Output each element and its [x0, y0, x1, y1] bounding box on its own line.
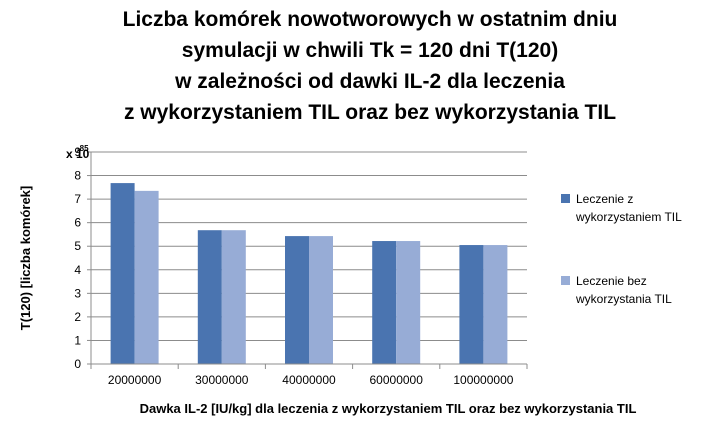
- y-tick-label: 2: [74, 310, 81, 324]
- bar: [396, 241, 421, 364]
- legend-label-line: wykorzystaniem TIL: [575, 210, 682, 224]
- bar: [134, 190, 159, 364]
- bar: [483, 245, 508, 364]
- x-tick-label: 100000000: [453, 373, 513, 387]
- x-tick-label: 40000000: [282, 373, 336, 387]
- y-tick-label: 3: [74, 286, 81, 300]
- y-multiplier-base: x 10: [66, 147, 90, 161]
- bar: [285, 236, 309, 364]
- x-tick-label: 30000000: [195, 373, 249, 387]
- bar: [372, 241, 397, 364]
- bar: [110, 183, 135, 364]
- y-tick-label: 5: [74, 239, 81, 253]
- x-axis-title: Dawka IL-2 [IU/kg] dla leczenia z wykorz…: [140, 401, 637, 416]
- y-tick-label: 8: [74, 169, 81, 183]
- legend-label-line: Leczenie z: [576, 192, 633, 206]
- legend-label: Leczenie z wykorzystaniem TIL: [575, 192, 682, 224]
- y-tick-label: 0: [74, 357, 81, 371]
- legend-swatch: [561, 276, 570, 285]
- chart-title-line: Liczba komórek nowotworowych w ostatnim …: [122, 8, 618, 31]
- y-tick-label: 1: [74, 333, 81, 347]
- y-tick-label: 7: [74, 192, 81, 206]
- y-axis-title: T(120) [liczba komórek]: [18, 186, 33, 331]
- bar: [221, 230, 246, 364]
- y-multiplier-exponent: -85: [77, 144, 89, 153]
- chart-title-line: w zależności od dawki IL-2 dla leczenia: [175, 70, 565, 93]
- y-tick-label: 4: [74, 263, 81, 277]
- chart-title: Liczba komórek nowotworowych w ostatnim …: [80, 4, 660, 128]
- bar: [197, 230, 222, 364]
- chart-title-line: z wykorzystaniem TIL oraz bez wykorzysta…: [123, 101, 617, 124]
- x-tick-label: 60000000: [370, 373, 424, 387]
- bars: [110, 183, 508, 364]
- y-tick-label: 6: [74, 216, 81, 230]
- x-tick-label: 20000000: [108, 373, 162, 387]
- bar: [309, 236, 333, 364]
- axes: [87, 151, 528, 369]
- legend-label: Leczenie bez wykorzystania TIL: [575, 274, 672, 306]
- y-tick-label: 9: [74, 145, 81, 159]
- tick-labels: 0 1 2 3 4 5 6 7 8 9 20000000 30000000 40000000 600000…: [74, 145, 513, 387]
- legend-swatch: [561, 194, 570, 203]
- legend-label-line: wykorzystania TIL: [575, 292, 672, 306]
- legend-label-line: Leczenie bez: [576, 274, 647, 288]
- chart-title-line: symulacji w chwili Tk = 120 dni T(120): [181, 39, 559, 62]
- legend: Leczenie z wykorzystaniem TIL Leczenie bez…: [561, 192, 682, 306]
- bar: [459, 245, 484, 364]
